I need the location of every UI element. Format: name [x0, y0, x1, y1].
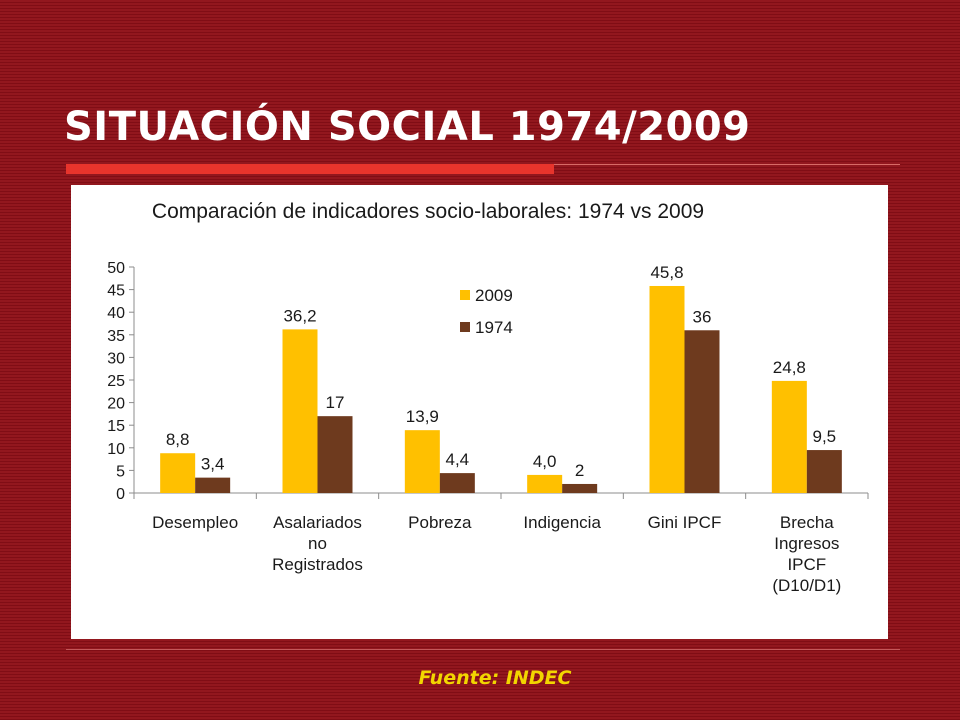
bar-2009: [282, 329, 318, 493]
legend-label-1974: 1974: [475, 318, 513, 337]
x-category-label: Asalariados: [273, 513, 362, 532]
y-tick-label: 50: [107, 260, 125, 277]
legend-swatch-1974: [460, 322, 470, 332]
bar-2009: [527, 474, 563, 493]
data-label-2009: 4,0: [533, 452, 557, 471]
y-tick-label: 35: [107, 328, 125, 345]
y-tick-label: 10: [107, 441, 125, 458]
x-category-label: Desempleo: [152, 513, 238, 532]
bar-1974: [439, 473, 475, 493]
bar-1974: [806, 450, 842, 493]
slide-title: SITUACIÓN SOCIAL 1974/2009: [64, 104, 751, 150]
y-tick-label: 15: [107, 418, 125, 435]
x-category-label: IPCF: [787, 555, 826, 574]
legend: 2009 1974: [460, 286, 513, 337]
bars: 8,8 36,2 13,9 4,0 45,8 24,8 3,4 17 4,4 2 36 9,5: [160, 263, 842, 493]
title-underline-rule: [554, 164, 900, 165]
source-note: Fuente: INDEC: [418, 667, 572, 689]
bar-2009: [771, 380, 807, 493]
x-category-label: Pobreza: [408, 513, 472, 532]
bar-chart: Comparación de indicadores socio-laboral…: [107, 200, 869, 595]
bar-2009: [404, 430, 440, 493]
data-label-1974: 9,5: [813, 427, 837, 446]
y-axis: 0 5 10 15 20 25 30 35 40 45 50: [107, 260, 135, 503]
data-label-1974: 36: [693, 307, 712, 326]
footer-rule: [66, 649, 900, 650]
y-tick-label: 5: [116, 463, 125, 480]
y-tick-label: 45: [107, 283, 125, 300]
data-label-2009: 45,8: [650, 263, 683, 282]
y-tick-label: 40: [107, 305, 125, 322]
bar-1974: [562, 483, 598, 493]
legend-label-2009: 2009: [475, 286, 513, 305]
bar-1974: [195, 477, 231, 493]
title-underline-accent: [66, 164, 554, 174]
data-label-1974: 4,4: [446, 450, 470, 469]
x-category-label: Brecha: [780, 513, 834, 532]
x-category-label: Registrados: [272, 555, 363, 574]
y-tick-label: 25: [107, 373, 125, 390]
data-label-2009: 24,8: [773, 358, 806, 377]
x-category-label: (D10/D1): [772, 576, 841, 595]
y-tick-label: 0: [116, 486, 125, 503]
legend-swatch-2009: [460, 290, 470, 300]
bar-1974: [317, 416, 353, 493]
x-axis: Desempleo Asalariados no Registrados Pobreza…: [133, 492, 869, 595]
x-category-label: no: [308, 534, 327, 553]
data-label-2009: 8,8: [166, 430, 190, 449]
data-label-2009: 36,2: [283, 306, 316, 325]
bar-2009: [160, 453, 196, 493]
chart-title: Comparación de indicadores socio-laboral…: [152, 200, 704, 223]
bar-1974: [684, 330, 720, 493]
y-tick-label: 20: [107, 396, 125, 413]
chart-panel: Comparación de indicadores socio-laboral…: [71, 185, 888, 639]
data-label-1974: 17: [326, 393, 345, 412]
data-label-1974: 2: [575, 461, 584, 480]
x-category-label: Gini IPCF: [648, 513, 722, 532]
x-category-label: Indigencia: [523, 513, 601, 532]
x-category-label: Ingresos: [774, 534, 839, 553]
bar-2009: [649, 285, 685, 493]
y-tick-label: 30: [107, 350, 125, 367]
data-label-2009: 13,9: [406, 407, 439, 426]
data-label-1974: 3,4: [201, 455, 225, 474]
